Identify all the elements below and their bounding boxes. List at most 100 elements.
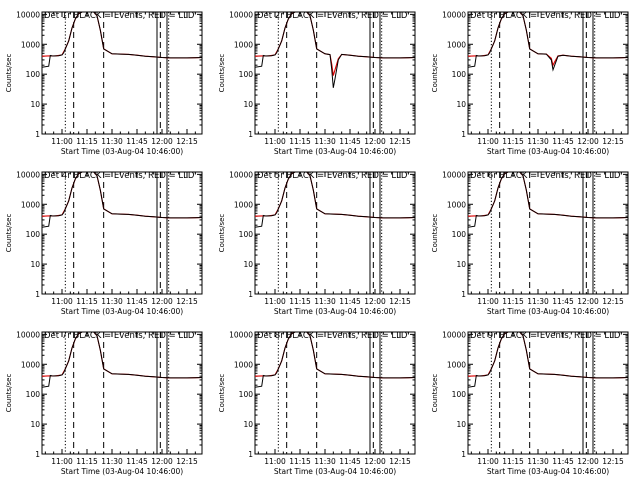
time-markers [277,12,383,134]
time-markers [64,12,170,134]
x-tick-label: 11:00 [264,137,286,146]
x-tick-label: 11:45 [552,137,574,146]
x-tick-label: 12:00 [577,137,599,146]
events-series-line [42,12,202,68]
y-tick-label: 10 [30,260,40,269]
y-tick-label: 10000 [16,170,40,179]
x-tick-label: 11:15 [76,457,98,466]
y-tick-label: 1 [461,290,466,299]
plot-frame [467,11,629,135]
panel-title: Det 8r BLACK = Events, RED = LLD [257,331,408,341]
data-series [255,12,415,88]
data-series [468,332,628,388]
panel-det-3: 1 10 100 1000 10000 11:00 11:15 11:30 11:45 12:00… [431,10,629,156]
x-tick-label: 11:15 [289,457,311,466]
panel-det-1: 1 10 100 1000 10000 11:00 11:15 11:30 11:45 12:00… [5,10,203,156]
x-tick-label: 12:15 [602,297,624,306]
y-tick-label: 100 [26,390,41,399]
data-series [255,172,415,228]
x-tick-label: 11:00 [477,297,499,306]
y-tick-label: 10000 [442,10,466,19]
y-tick-label: 1 [461,130,466,139]
y-tick-label: 100 [239,70,254,79]
panel-title: Det 6r BLACK = Events, RED = LLD [470,171,621,181]
x-tick-label: 11:15 [289,137,311,146]
x-axis-label: Start Time (03-Aug-04 10:46:00) [487,147,609,156]
x-tick-label: 12:15 [389,457,411,466]
x-tick-label: 12:00 [151,457,173,466]
x-tick-label: 11:15 [76,137,98,146]
events-series-line [255,12,415,88]
x-tick-label: 11:00 [264,457,286,466]
x-tick-label: 12:00 [364,457,386,466]
time-markers [277,172,383,294]
y-tick-label: 10000 [442,170,466,179]
x-tick-label: 12:15 [602,457,624,466]
panel-title: Det 5r BLACK = Events, RED = LLD [257,171,408,181]
y-axis-label: Counts/sec [218,54,226,93]
time-markers [64,332,170,454]
panel-det-2: 1 10 100 1000 10000 11:00 11:15 11:30 11:45 12:00… [218,10,416,156]
x-tick-label: 12:15 [389,297,411,306]
y-tick-label: 1000 [21,360,40,369]
x-tick-label: 11:00 [264,297,286,306]
x-tick-label: 12:00 [364,297,386,306]
x-axis-label: Start Time (03-Aug-04 10:46:00) [61,147,183,156]
x-tick-label: 11:30 [527,137,549,146]
y-tick-label: 1000 [21,40,40,49]
y-tick-label: 1 [248,290,253,299]
x-tick-label: 11:00 [477,457,499,466]
y-tick-label: 10 [456,100,466,109]
panel-title: Det 9r BLACK = Events, RED = LLD [470,331,621,341]
x-tick-label: 11:30 [101,457,123,466]
x-tick-label: 12:00 [364,137,386,146]
y-tick-label: 10000 [229,170,253,179]
panel-det-9: 1 10 100 1000 10000 11:00 11:15 11:30 11:45 12:00… [431,330,629,476]
y-tick-label: 100 [26,70,41,79]
x-tick-label: 12:00 [151,137,173,146]
x-axis-label: Start Time (03-Aug-04 10:46:00) [274,147,396,156]
events-series-line [468,332,628,388]
y-tick-label: 10 [243,260,253,269]
events-series-line [468,12,628,72]
time-markers [490,172,596,294]
plot-frame [467,331,629,455]
x-tick-label: 11:15 [76,297,98,306]
events-series-line [468,172,628,228]
y-tick-label: 10 [243,100,253,109]
data-series [468,12,628,72]
y-tick-label: 10 [456,260,466,269]
panel-title: Det 3r BLACK = Events, RED = LLD [470,11,621,21]
x-tick-label: 12:00 [577,457,599,466]
time-markers [490,12,596,134]
x-tick-label: 12:15 [176,297,198,306]
x-tick-label: 11:15 [502,297,524,306]
y-tick-label: 10000 [16,10,40,19]
y-tick-label: 1 [461,450,466,459]
x-tick-label: 11:30 [527,297,549,306]
plot-frame [41,331,203,455]
plot-frame [467,171,629,295]
time-markers [64,172,170,294]
x-tick-label: 11:45 [126,137,148,146]
plot-frame [254,11,416,135]
x-tick-label: 11:00 [51,457,73,466]
x-tick-label: 11:30 [101,297,123,306]
events-series-line [255,332,415,388]
y-tick-label: 1000 [234,40,253,49]
y-tick-label: 10 [30,420,40,429]
x-axis-label: Start Time (03-Aug-04 10:46:00) [274,467,396,476]
y-axis-label: Counts/sec [431,214,439,253]
data-series [42,172,202,228]
x-tick-label: 11:45 [339,137,361,146]
y-tick-label: 10000 [229,10,253,19]
x-axis-label: Start Time (03-Aug-04 10:46:00) [274,307,396,316]
y-axis-label: Counts/sec [5,214,13,253]
x-tick-label: 12:15 [389,137,411,146]
x-tick-label: 11:30 [101,137,123,146]
x-tick-label: 12:00 [577,297,599,306]
y-tick-label: 1 [248,450,253,459]
y-tick-label: 100 [239,390,254,399]
x-tick-label: 12:15 [176,457,198,466]
